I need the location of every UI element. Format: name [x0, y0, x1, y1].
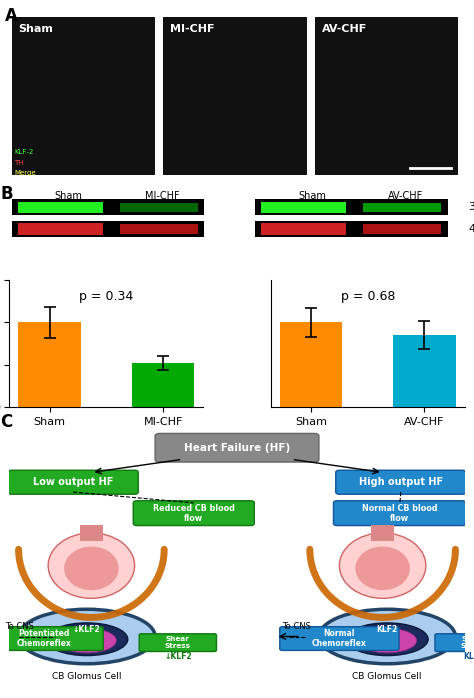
Text: p = 0.68: p = 0.68 — [340, 290, 395, 303]
FancyBboxPatch shape — [11, 199, 204, 216]
Text: Normal
Chemoreflex: Normal Chemoreflex — [312, 629, 367, 648]
Text: A: A — [5, 7, 18, 25]
Text: Heart Failure (HF): Heart Failure (HF) — [184, 443, 290, 452]
FancyBboxPatch shape — [280, 627, 399, 651]
FancyBboxPatch shape — [334, 500, 466, 526]
Ellipse shape — [339, 533, 426, 598]
Text: KLF-2: KLF-2 — [14, 149, 33, 156]
Text: Reduced CB blood
flow: Reduced CB blood flow — [153, 503, 235, 523]
FancyBboxPatch shape — [0, 627, 103, 651]
FancyBboxPatch shape — [18, 202, 102, 213]
FancyBboxPatch shape — [261, 223, 346, 235]
Ellipse shape — [346, 623, 428, 655]
Bar — [18, 322, 81, 408]
Text: CB Glomus Cell: CB Glomus Cell — [52, 671, 122, 681]
Text: Sham: Sham — [55, 191, 82, 200]
FancyBboxPatch shape — [255, 221, 447, 237]
FancyBboxPatch shape — [8, 470, 138, 494]
Bar — [393, 335, 456, 408]
Text: 42 kDa: 42 kDa — [469, 224, 474, 234]
Text: KLF2: KLF2 — [376, 625, 398, 634]
Text: ↓KLF2: ↓KLF2 — [164, 652, 191, 660]
Text: Sham: Sham — [298, 191, 326, 200]
Ellipse shape — [319, 609, 456, 664]
Text: To CNS: To CNS — [283, 623, 311, 632]
Text: Potentiated
Chemoreflex: Potentiated Chemoreflex — [16, 629, 71, 648]
FancyBboxPatch shape — [435, 634, 474, 651]
Text: Low output HF: Low output HF — [33, 477, 113, 487]
Text: MI-CHF: MI-CHF — [145, 191, 179, 200]
Text: TH: TH — [14, 160, 24, 165]
Text: AV-CHF: AV-CHF — [388, 191, 423, 200]
Text: p = 0.34: p = 0.34 — [79, 290, 133, 303]
FancyBboxPatch shape — [80, 525, 103, 541]
Text: Shear
Stress: Shear Stress — [165, 637, 191, 649]
Ellipse shape — [64, 547, 118, 591]
Ellipse shape — [357, 628, 417, 653]
FancyBboxPatch shape — [18, 223, 102, 235]
Text: Sham: Sham — [18, 24, 54, 34]
Ellipse shape — [57, 628, 117, 653]
Text: 37 kDa: 37 kDa — [469, 202, 474, 212]
Ellipse shape — [18, 609, 155, 664]
FancyBboxPatch shape — [139, 634, 217, 651]
FancyBboxPatch shape — [12, 17, 155, 175]
FancyBboxPatch shape — [315, 17, 458, 175]
Text: CB Glomus Cell: CB Glomus Cell — [352, 671, 422, 681]
FancyBboxPatch shape — [371, 525, 394, 541]
Text: AV-CHF: AV-CHF — [322, 24, 367, 34]
Bar — [132, 363, 194, 408]
Ellipse shape — [48, 533, 135, 598]
FancyBboxPatch shape — [164, 17, 307, 175]
Ellipse shape — [46, 623, 128, 655]
FancyBboxPatch shape — [336, 470, 466, 494]
FancyBboxPatch shape — [255, 199, 447, 216]
Text: C: C — [0, 413, 13, 431]
FancyBboxPatch shape — [119, 202, 198, 212]
Text: Merge: Merge — [14, 170, 36, 176]
Bar — [280, 322, 342, 408]
Text: KLF2: KLF2 — [463, 652, 474, 660]
FancyBboxPatch shape — [11, 221, 204, 237]
Text: MI-CHF: MI-CHF — [170, 24, 215, 34]
Text: Normal CB blood
flow: Normal CB blood flow — [362, 503, 438, 523]
FancyBboxPatch shape — [363, 223, 441, 234]
Text: B: B — [0, 185, 13, 203]
FancyBboxPatch shape — [261, 202, 346, 213]
Text: Shear
Stress: Shear Stress — [461, 637, 474, 649]
FancyBboxPatch shape — [119, 223, 198, 234]
Text: To CNS: To CNS — [5, 623, 34, 632]
Text: High output HF: High output HF — [359, 477, 443, 487]
Text: ↓KLF2: ↓KLF2 — [73, 625, 100, 634]
Ellipse shape — [356, 547, 410, 591]
FancyBboxPatch shape — [155, 433, 319, 462]
FancyBboxPatch shape — [133, 500, 254, 526]
FancyBboxPatch shape — [363, 202, 441, 212]
